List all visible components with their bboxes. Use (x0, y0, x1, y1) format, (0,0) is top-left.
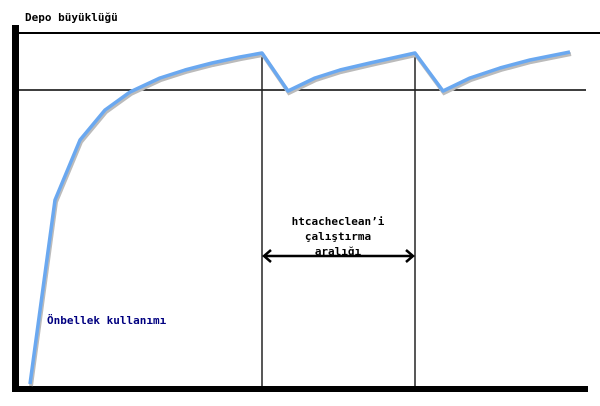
interval-label-line-3: aralığı (314, 245, 362, 258)
x-axis (12, 386, 588, 392)
y-axis (12, 25, 19, 392)
interval-label-line-2: çalıştırma (304, 230, 372, 243)
interval-arrow (262, 249, 415, 263)
interval-label: htcacheclean’i çalıştırma aralığı (268, 214, 408, 259)
interval-label-line-1: htcacheclean’i (291, 215, 385, 228)
y-axis-label: Depo büyüklüğü (25, 11, 118, 24)
usage-curve (28, 50, 571, 385)
curve-label: Önbellek kullanımı (47, 314, 167, 327)
